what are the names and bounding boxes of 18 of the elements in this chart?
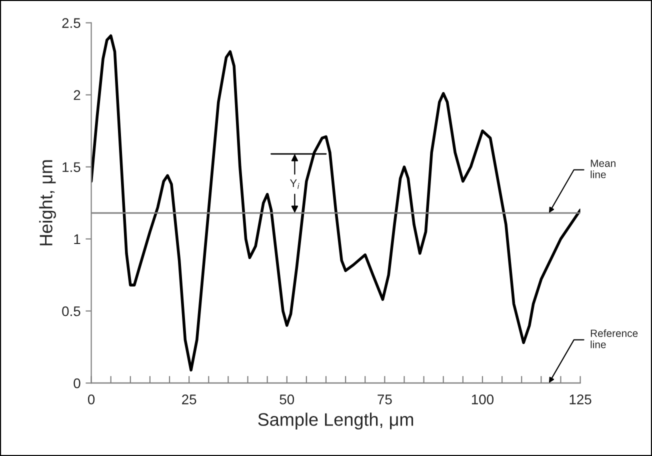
y-tick-label: 1.5 <box>62 162 80 172</box>
x-tick-label: 50 <box>280 394 294 404</box>
y-tick-label: 0 <box>74 378 80 388</box>
y-tick-label: 2 <box>74 90 80 100</box>
x-tick-label: 0 <box>88 394 95 404</box>
y-tick-label: 0.5 <box>62 306 80 316</box>
y-tick-label: 2.5 <box>62 18 80 28</box>
x-tick-label: 125 <box>570 394 592 404</box>
ref-line-label: Reference line <box>590 329 638 348</box>
y-axis-title: Height, μm <box>39 160 56 246</box>
x-axis-title: Sample Length, μm <box>258 412 414 430</box>
y-tick-label: 1 <box>74 234 80 244</box>
x-tick-label: 25 <box>182 394 196 404</box>
line-series <box>91 34 580 372</box>
ref-line-label: Mean line <box>590 160 616 178</box>
x-tick-label: 75 <box>378 394 392 404</box>
x-tick-label: 100 <box>472 394 494 404</box>
annotation: Y$_{i}$ <box>290 179 300 189</box>
